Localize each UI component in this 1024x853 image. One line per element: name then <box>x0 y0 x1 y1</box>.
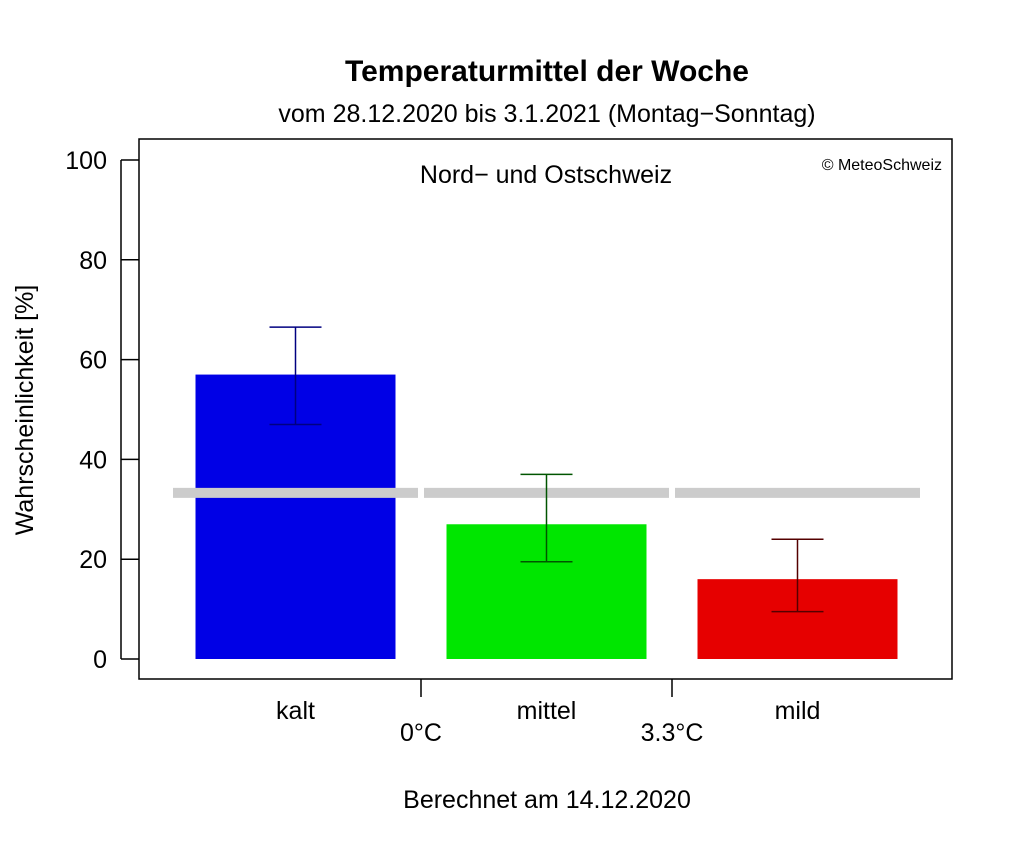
y-tick-label: 60 <box>79 347 107 375</box>
y-tick-label: 100 <box>65 147 107 175</box>
error-bars <box>269 326 824 613</box>
y-tick-label: 40 <box>79 446 107 474</box>
threshold-label: 3.3°C <box>641 719 704 747</box>
y-tick-label: 80 <box>79 247 107 275</box>
threshold-label: 0°C <box>400 719 442 747</box>
chart-subtitle: vom 28.12.2020 bis 3.1.2021 (Montag−Sonn… <box>278 100 815 128</box>
y-tick-label: 0 <box>93 646 107 674</box>
x-axis: kalt mittel mild 0°C 3.3°C <box>276 679 820 747</box>
error-bar-mild <box>771 538 824 613</box>
copyright-label: © MeteoSchweiz <box>822 157 942 174</box>
x-category-label: kalt <box>276 697 315 725</box>
error-bar-mittel <box>520 473 573 563</box>
error-bar-kalt <box>269 326 322 426</box>
x-category-label: mittel <box>517 697 577 725</box>
footer-note: Berechnet am 14.12.2020 <box>403 786 691 814</box>
y-axis: 0 20 40 60 80 100 <box>65 147 139 674</box>
y-axis-label: Wahrscheinlichkeit [%] <box>11 285 39 536</box>
x-category-label: mild <box>775 697 821 725</box>
panel-label: Nord− und Ostschweiz <box>420 161 672 189</box>
plot-frame <box>138 138 953 680</box>
chart-title: Temperaturmittel der Woche <box>345 55 749 88</box>
y-tick-label: 20 <box>79 546 107 574</box>
